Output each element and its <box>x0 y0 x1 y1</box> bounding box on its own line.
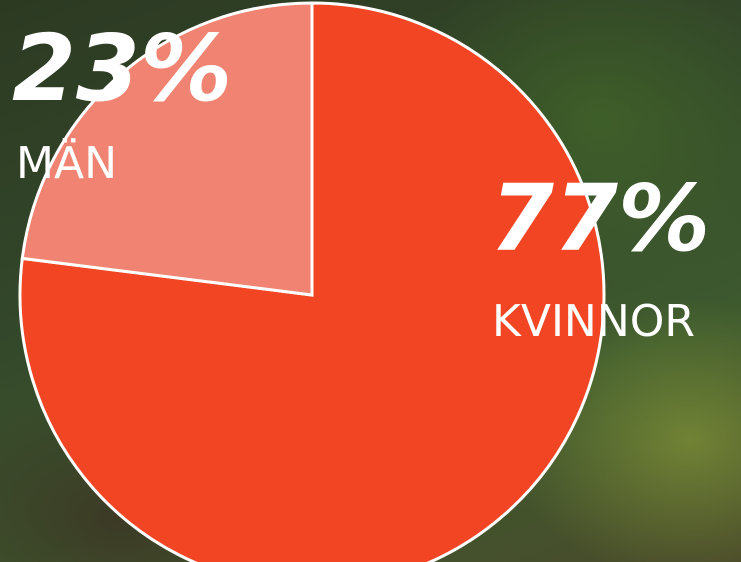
category-label: MÄN <box>16 137 117 189</box>
category-label: KVINNOR <box>492 296 695 347</box>
value-label: 77% <box>490 165 710 272</box>
value-label: 23% <box>12 15 232 122</box>
pie-slice <box>18 1 606 562</box>
pie-slice <box>20 1 314 297</box>
